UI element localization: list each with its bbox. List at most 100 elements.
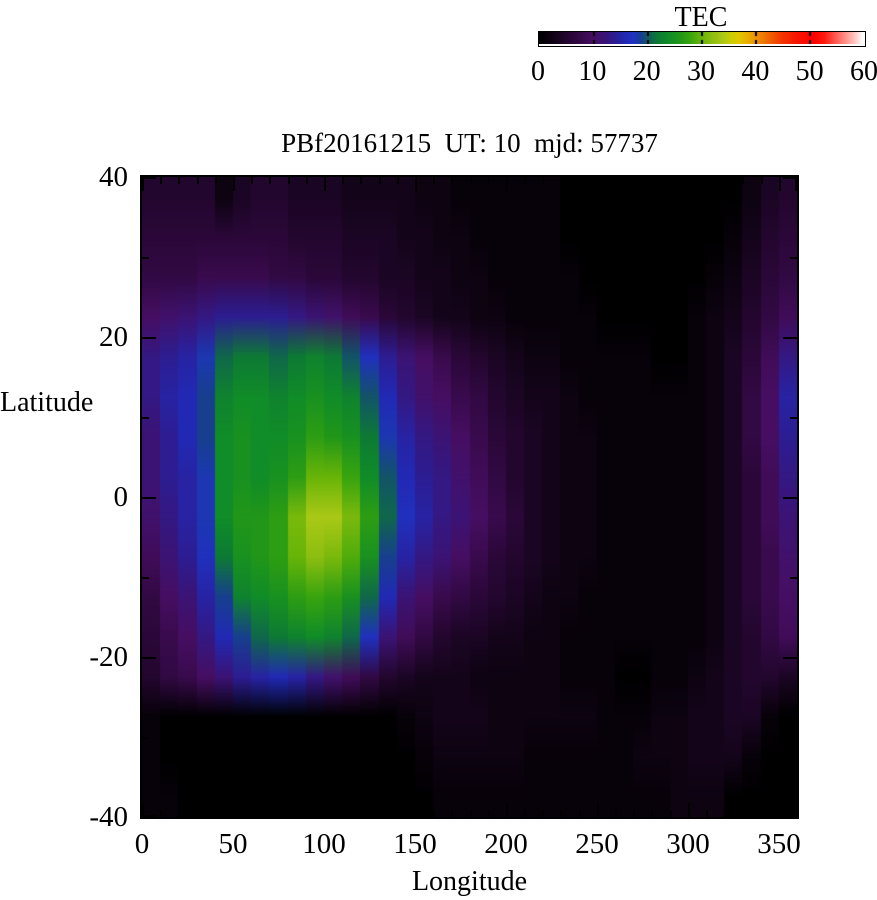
heatmap-canvas <box>142 177 797 817</box>
colorbar-tick-label: 60 <box>850 56 877 87</box>
y-axis-title: Latitude <box>0 387 94 418</box>
tick-mark <box>470 177 472 184</box>
tick-mark <box>790 577 797 579</box>
x-axis-title: Longitude <box>411 866 528 897</box>
tick-mark <box>506 177 508 191</box>
colorbar-tick-label: 40 <box>741 56 770 87</box>
tick-mark <box>342 810 344 817</box>
y-tick-label: 40 <box>99 161 128 193</box>
tick-mark <box>724 177 726 184</box>
y-tick-label: -40 <box>89 801 128 833</box>
tick-mark <box>795 177 797 191</box>
tick-mark <box>215 177 217 184</box>
tick-mark <box>324 803 326 817</box>
tick-mark <box>506 803 508 817</box>
tick-mark <box>160 177 162 184</box>
tick-mark <box>269 177 271 184</box>
tick-mark <box>633 177 635 184</box>
tick-mark <box>360 810 362 817</box>
tick-mark <box>306 177 308 184</box>
tick-mark <box>790 417 797 419</box>
tick-mark <box>142 657 156 659</box>
tick-mark <box>488 177 490 184</box>
tick-mark <box>142 577 149 579</box>
tick-mark <box>742 810 744 817</box>
tick-mark <box>783 815 797 817</box>
tick-mark <box>324 177 326 191</box>
tick-mark <box>542 810 544 817</box>
y-tick-label: 0 <box>113 481 129 513</box>
tick-mark <box>633 810 635 817</box>
tick-mark <box>488 810 490 817</box>
tick-mark <box>579 177 581 184</box>
tick-mark <box>379 177 381 184</box>
tick-mark <box>142 497 156 499</box>
tick-mark <box>288 810 290 817</box>
tick-mark <box>795 803 797 817</box>
tick-mark <box>142 815 156 817</box>
tick-mark <box>197 177 199 184</box>
tick-mark <box>142 177 156 179</box>
tick-mark <box>688 177 690 191</box>
x-tick-label: 250 <box>575 828 619 860</box>
tick-mark <box>761 177 763 184</box>
tick-mark <box>524 810 526 817</box>
tick-mark <box>142 257 149 259</box>
x-tick-label: 300 <box>666 828 710 860</box>
tick-mark <box>560 177 562 184</box>
tick-mark <box>651 810 653 817</box>
tick-mark <box>783 657 797 659</box>
tick-mark <box>197 810 199 817</box>
tick-mark <box>742 177 744 184</box>
tick-mark <box>288 177 290 184</box>
x-tick-label: 200 <box>484 828 528 860</box>
tick-mark <box>379 810 381 817</box>
tick-mark <box>651 177 653 184</box>
y-tick-label: 20 <box>99 321 128 353</box>
tick-mark <box>142 737 149 739</box>
tick-mark <box>215 810 217 817</box>
tick-mark <box>178 810 180 817</box>
tick-mark <box>160 810 162 817</box>
tick-mark <box>415 803 417 817</box>
tick-mark <box>524 177 526 184</box>
tick-mark <box>433 177 435 184</box>
tick-mark <box>706 177 708 184</box>
y-tick-label: -20 <box>89 641 128 673</box>
tick-mark <box>779 177 781 191</box>
x-tick-label: 50 <box>218 828 248 860</box>
colorbar-tick-label: 0 <box>531 56 545 87</box>
tick-mark <box>433 810 435 817</box>
colorbar-tick-label: 20 <box>632 56 661 87</box>
tick-mark <box>142 337 156 339</box>
tick-mark <box>783 177 797 179</box>
plot-title: PBf20161215 UT: 10 mjd: 57737 <box>281 128 658 158</box>
tick-mark <box>688 803 690 817</box>
colorbar-gradient <box>539 32 863 44</box>
x-tick-label: 150 <box>393 828 437 860</box>
tick-mark <box>251 177 253 184</box>
tick-mark <box>251 810 253 817</box>
tick-mark <box>142 177 144 191</box>
tick-mark <box>178 177 180 184</box>
colorbar-tick-label: 30 <box>687 56 715 87</box>
tick-mark <box>615 810 617 817</box>
tick-mark <box>560 810 562 817</box>
tick-mark <box>597 803 599 817</box>
plot-area <box>140 175 799 819</box>
tick-mark <box>142 803 144 817</box>
tick-mark <box>233 803 235 817</box>
tick-mark <box>779 803 781 817</box>
tick-mark <box>670 810 672 817</box>
tick-mark <box>597 177 599 191</box>
tick-mark <box>724 810 726 817</box>
tick-mark <box>783 497 797 499</box>
x-tick-label: 350 <box>757 828 801 860</box>
colorbar-tick-label: 50 <box>795 56 824 87</box>
tick-mark <box>579 810 581 817</box>
tick-mark <box>142 417 149 419</box>
colorbar <box>538 31 866 47</box>
colorbar-title: TEC <box>674 2 728 33</box>
tick-mark <box>615 177 617 184</box>
